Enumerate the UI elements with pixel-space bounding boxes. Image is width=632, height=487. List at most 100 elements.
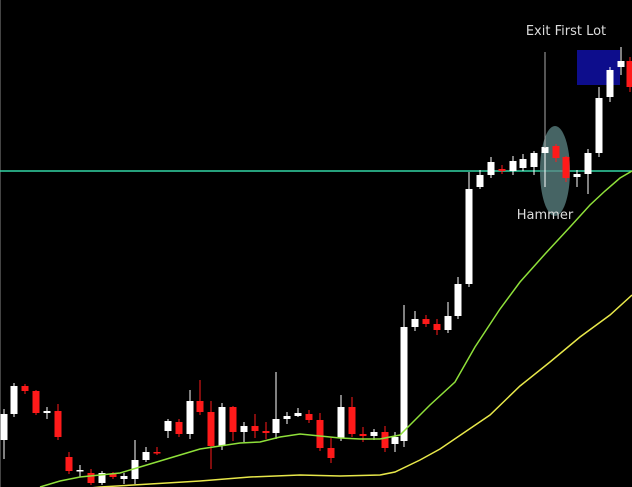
candle-body-bull [76, 470, 84, 472]
candle [10, 383, 18, 417]
candle [196, 380, 204, 415]
candle [251, 414, 259, 438]
candle [164, 419, 172, 438]
candle [98, 471, 106, 485]
candle [595, 87, 603, 157]
candle [606, 67, 614, 102]
candle-body-bull [98, 473, 106, 483]
candle [498, 165, 506, 174]
candle [142, 447, 150, 462]
candle [444, 302, 452, 333]
candle [348, 397, 356, 437]
candle-body-bear [153, 452, 161, 454]
candle-body-bear [262, 431, 270, 433]
candle [207, 401, 215, 469]
candle [0, 409, 8, 459]
candle [120, 473, 128, 484]
candle-body-bull [131, 460, 139, 479]
candle-body-bull [541, 147, 549, 153]
candle [153, 447, 161, 455]
candle-body-bull [283, 416, 291, 419]
slow-moving-average-line [92, 294, 632, 487]
candle [626, 57, 632, 92]
candle-body-bull [0, 414, 8, 440]
candle-body-bull [519, 159, 527, 168]
candle [229, 406, 237, 441]
candle-body-bull [400, 327, 408, 441]
candle [476, 170, 484, 189]
candle [175, 419, 183, 437]
candle-body-bear [21, 386, 29, 391]
candle-body-bull [487, 162, 495, 175]
candle [509, 156, 517, 175]
candle-body-bear [207, 412, 215, 446]
candle-body-bull [10, 386, 18, 414]
candle [327, 438, 335, 463]
candle-body-bear [87, 473, 95, 483]
candle [32, 390, 40, 415]
candle-body-bull [272, 419, 280, 433]
candle-body-bear [552, 146, 560, 158]
candle [381, 426, 389, 452]
candle-body-bull [43, 411, 51, 413]
candle [562, 156, 570, 182]
candle-body-bull [164, 421, 172, 431]
exit-first-lot-label: Exit First Lot [526, 24, 606, 39]
candle-body-bear [32, 391, 40, 413]
candle-body-bear [175, 422, 183, 434]
candle [54, 404, 62, 440]
candle [617, 47, 625, 75]
candle-body-bull [454, 284, 462, 316]
candle-body-bull [294, 413, 302, 416]
candle-body-bear [562, 157, 570, 178]
candle [294, 408, 302, 417]
candle [262, 422, 270, 439]
candle-body-bear [316, 420, 324, 448]
candle [584, 149, 592, 194]
candle [400, 305, 408, 447]
candle-body-bull [584, 153, 592, 174]
candle [21, 384, 29, 394]
candle [87, 469, 95, 485]
candle [454, 277, 462, 319]
candle-body-bear [54, 411, 62, 437]
candle-body-bull [370, 432, 378, 436]
candle-body-bull [444, 316, 452, 330]
candle [552, 144, 560, 162]
candle-body-bull [476, 175, 484, 187]
candle [433, 319, 441, 335]
candle-body-bull [617, 61, 625, 67]
candle [131, 440, 139, 484]
candle [218, 403, 226, 450]
candle-body-bear [422, 319, 430, 324]
candle [283, 412, 291, 424]
candle-body-bull [337, 407, 345, 438]
candle [465, 172, 473, 287]
candle-body-bear [109, 474, 117, 477]
candle-body-bull [573, 174, 581, 177]
candle [186, 390, 194, 439]
candle [65, 452, 73, 474]
candle [316, 413, 324, 451]
moving-average-layer [39, 170, 632, 487]
candle-body-bull [142, 452, 150, 460]
candle-body-bear [498, 169, 506, 171]
candle [519, 154, 527, 171]
candle-body-bull [240, 426, 248, 432]
candle-body-bull [411, 319, 419, 327]
candle-body-bear [251, 426, 259, 431]
candle [370, 429, 378, 440]
candle [240, 422, 248, 442]
candle-body-bear [626, 61, 632, 87]
candle [573, 170, 581, 187]
candle [305, 410, 313, 423]
candle-body-bear [229, 407, 237, 432]
fast-moving-average-line [39, 170, 632, 487]
candle-body-bull [530, 153, 538, 167]
annotations-layer: Exit First Lot Hammer [517, 24, 606, 223]
candle-body-bull [391, 437, 399, 444]
candle-body-bull [120, 476, 128, 479]
candle-body-bull [595, 98, 603, 153]
